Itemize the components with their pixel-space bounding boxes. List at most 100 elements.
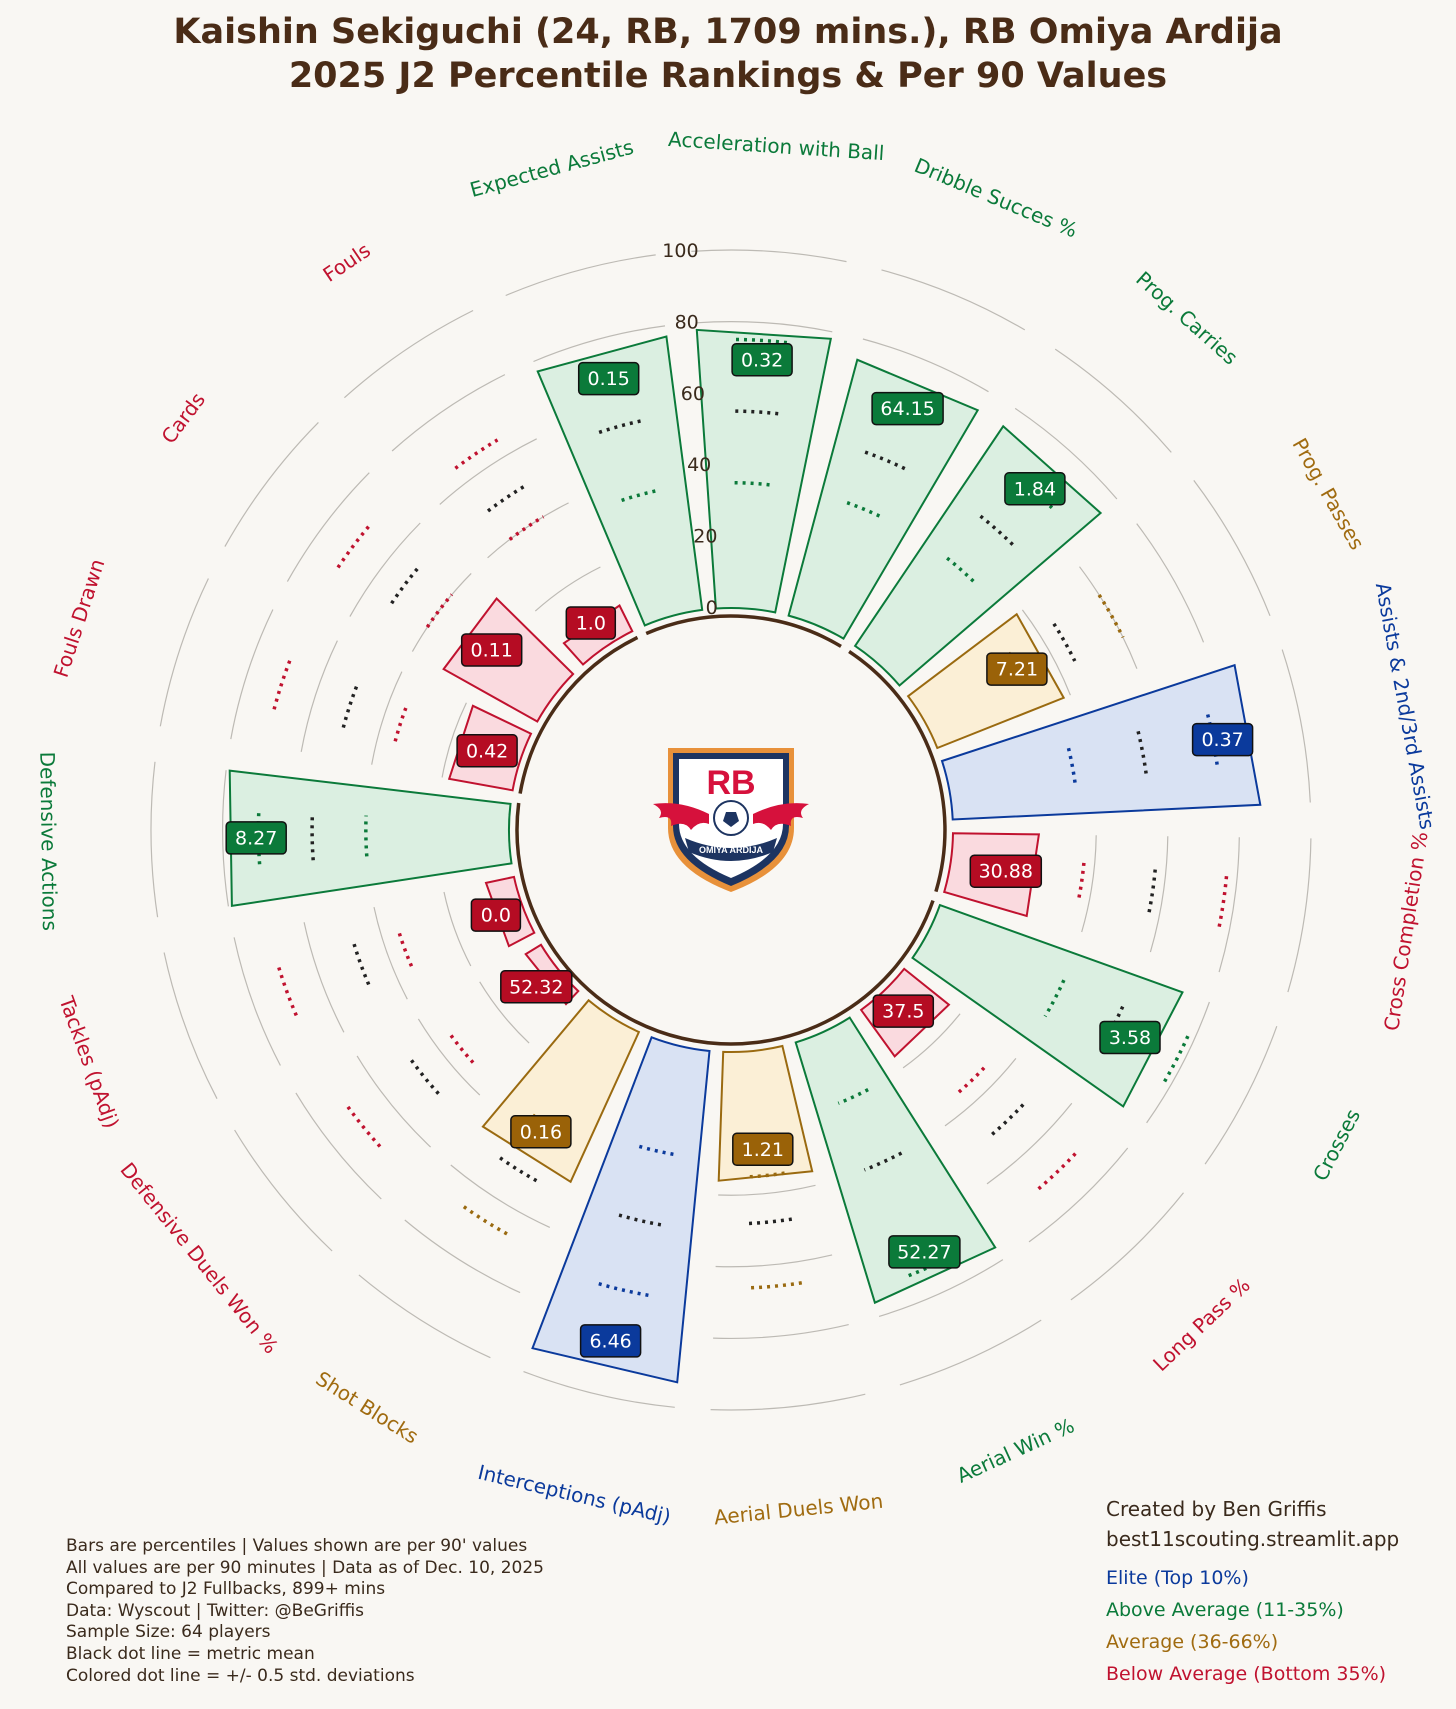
ring-guide-arc [343, 309, 474, 399]
category-label-dribble-succes: Dribble Succes % [911, 153, 1081, 242]
bar-aerial-win [794, 1016, 997, 1305]
mean-dot-line [864, 450, 908, 471]
bar-crosses [911, 903, 1184, 1108]
ring-guide-arc [1021, 609, 1071, 696]
ring-guide-arc [358, 1274, 491, 1359]
std-low-dot-line [637, 1144, 674, 1157]
ring-guide-arc [441, 702, 467, 778]
tick-label: 60 [681, 383, 705, 405]
ring-guide-arc [1028, 1147, 1129, 1243]
std-high-dot-line [1097, 593, 1125, 639]
value-label-fouls: 1.0 [565, 606, 617, 640]
ring-guide-arc [1054, 348, 1172, 453]
ring-guide-arc [450, 1164, 551, 1228]
credit-author: Created by Ben Griffis [1106, 1497, 1327, 1521]
ring-guide-arc [899, 1319, 1042, 1386]
ring-guide-arc [373, 906, 408, 1000]
category-label-fouls-drawn: Fouls Drawn [49, 556, 110, 680]
tick-label: 80 [675, 312, 699, 334]
std-low-dot-line [746, 1171, 785, 1179]
ring-guide-arc [1193, 480, 1271, 617]
footnote-line: Data: Wyscout | Twitter: @BeGriffis [66, 1600, 364, 1621]
std-low-dot-line [425, 593, 454, 629]
value-label-crosses: 3.58 [1099, 1020, 1161, 1055]
ring-guide-arc [1081, 835, 1097, 933]
std-high-dot-line [735, 337, 791, 345]
category-label-acceleration-with-ball: Acceleration with Ball [667, 127, 885, 165]
footnote-line: Black dot line = metric mean [66, 1643, 315, 1664]
chart-title-line-1: Kaishin Sekiguchi (24, RB, 1709 mins.), … [173, 12, 1283, 52]
logo-text-bottom: OMIYA ARDIJA [699, 845, 764, 855]
tier-legend: Elite (Top 10%) Above Average (11-35%) A… [1106, 1562, 1386, 1690]
value-label-aerial-duels-won: 1.21 [732, 1132, 794, 1167]
ring-guide-arc [303, 922, 345, 1033]
mean-dot-line [863, 1151, 903, 1172]
std-high-dot-line [462, 1204, 508, 1236]
std-low-dot-line [1076, 862, 1086, 903]
ring-guide-arc [234, 1129, 333, 1252]
ring-guide-arc [479, 981, 530, 1044]
std-high-dot-line [1036, 1152, 1077, 1192]
mean-dot-line [989, 1103, 1025, 1137]
ring-guide-arc [150, 761, 159, 918]
legend-item-below-average: Below Average (Bottom 35%) [1106, 1663, 1387, 1685]
ring-guide-arc [443, 891, 472, 967]
ring-guide-arc [1136, 523, 1205, 643]
svg-text:8.27: 8.27 [235, 827, 277, 849]
ring-guide-arc [505, 254, 656, 297]
std-low-dot-line [946, 556, 978, 586]
svg-text:0.37: 0.37 [1201, 729, 1243, 751]
club-logo: RB OMIYA ARDIJA [653, 748, 809, 892]
ring-guide-arc [371, 671, 403, 765]
svg-text:52.27: 52.27 [897, 1241, 951, 1263]
ring-guide-arc [286, 472, 370, 582]
category-label-long-pass: Long Pass % [1148, 1273, 1255, 1376]
ring-guide-arc [391, 374, 506, 452]
svg-text:52.32: 52.32 [509, 976, 563, 998]
svg-text:3.58: 3.58 [1109, 1027, 1151, 1049]
value-label-interceptions-padj: 6.46 [579, 1324, 642, 1358]
ring-guide-arc [1146, 1001, 1210, 1124]
ring-guide-arc [163, 952, 218, 1099]
svg-text:0.42: 0.42 [466, 740, 508, 762]
std-high-dot-line [276, 965, 298, 1017]
std-high-dot-line [345, 1104, 382, 1148]
svg-text:1.21: 1.21 [742, 1139, 784, 1161]
std-high-dot-line [336, 524, 372, 569]
category-label-assists-2nd-3rd-assists: Assists & 2nd/3rd Assists [1371, 581, 1440, 832]
std-high-dot-line [272, 658, 293, 710]
tick-label: 40 [687, 454, 711, 476]
category-label-shot-blocks: Shot Blocks [312, 1366, 423, 1448]
group-arc [518, 635, 639, 794]
value-label-prog-passes: 7.21 [986, 652, 1048, 686]
ring-guide-arc [1070, 1192, 1184, 1301]
ring-guide-arc [230, 609, 274, 740]
bar-assists-2nd-3rd-assists [940, 663, 1262, 821]
std-low-dot-line [364, 815, 369, 857]
mean-dot-line [748, 1217, 793, 1226]
ring-guide-arc [487, 502, 569, 559]
ring-guide-arc [356, 1055, 432, 1148]
value-labels: 0.42 0.11 1.0 0.15 0.32 64.15 1.84 7.21 0.37 30.8… [225, 343, 1254, 1358]
category-label-defensive-actions: Defensive Actions [35, 751, 62, 931]
ring-guide-arc [878, 1259, 1004, 1317]
category-label-aerial-duels-won: Aerial Duels Won [713, 1489, 884, 1530]
ring-guide-arc [411, 572, 472, 652]
ring-guide-arc [986, 1102, 1073, 1185]
radial-tick-labels: 0 20 40 60 80 100 [662, 240, 717, 619]
svg-text:0.15: 0.15 [588, 368, 630, 390]
svg-text:0.32: 0.32 [741, 349, 783, 371]
value-label-defensive-actions: 8.27 [225, 821, 287, 855]
mean-dot-line [486, 484, 526, 513]
std-low-dot-line [1066, 747, 1078, 787]
logo-banner [685, 838, 777, 861]
ring-guide-arc [233, 937, 281, 1066]
bar-interceptions-padj [531, 1036, 711, 1384]
category-label-aerial-win: Aerial Win % [953, 1413, 1078, 1487]
ring-guide-arc [696, 321, 833, 333]
ring-guide-arc [300, 640, 338, 753]
ring-guide-arc [295, 1092, 382, 1200]
std-low-dot-line [621, 488, 660, 503]
ring-guide-arc [713, 1324, 849, 1340]
ring-guide-arc [902, 1013, 961, 1069]
